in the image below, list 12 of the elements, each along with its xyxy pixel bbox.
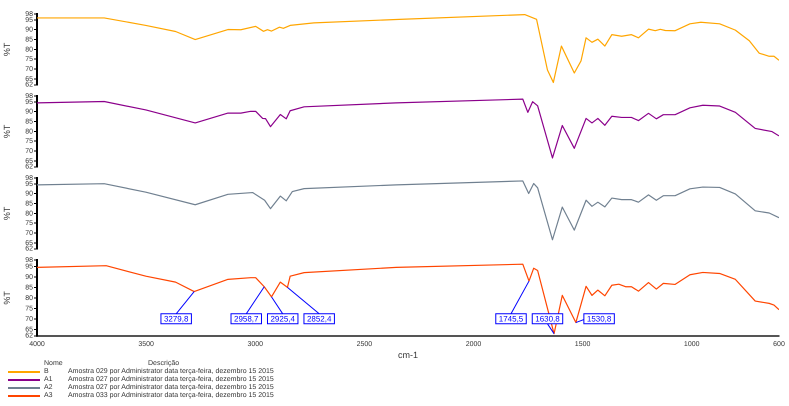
annotation: 2852,4 xyxy=(306,314,332,324)
annotation: 2958,7 xyxy=(234,314,260,324)
y-axis-title: %T xyxy=(2,42,12,56)
annotation: 3279,8 xyxy=(164,314,189,324)
x-axis-title: cm-1 xyxy=(398,350,418,360)
y-axis-title: %T xyxy=(2,206,12,220)
annotation: 2925,4 xyxy=(270,314,296,324)
annotation: 1745,5 xyxy=(498,314,524,324)
y-axis-title: %T xyxy=(2,290,12,305)
annotation: 1530,8 xyxy=(586,314,612,324)
y-axis-title: %T xyxy=(2,124,12,138)
annotation: 1630,8 xyxy=(535,314,560,324)
